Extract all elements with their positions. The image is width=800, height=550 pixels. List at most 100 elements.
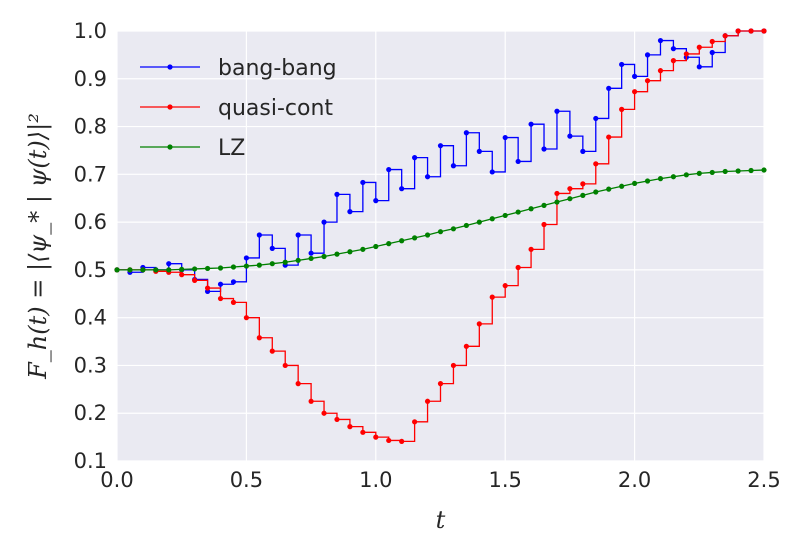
y-tick-label: 0.5 <box>74 258 107 282</box>
quasi-cont-point <box>722 33 728 39</box>
lz-point <box>347 249 353 255</box>
quasi-cont-point <box>437 381 444 387</box>
lz-point <box>657 176 664 182</box>
lz-point <box>593 189 599 195</box>
bang-bang-point <box>502 134 508 141</box>
quasi-cont-point <box>761 28 767 34</box>
quasi-cont-point <box>528 246 534 252</box>
lz-point <box>644 178 651 184</box>
bang-bang-point <box>541 146 547 152</box>
x-tick-label: 1.5 <box>488 468 521 492</box>
bang-bang-point <box>515 158 521 165</box>
quasi-cont-point <box>735 28 741 34</box>
quasi-cont-point <box>657 68 664 74</box>
lz-point <box>476 219 482 225</box>
bang-bang-point <box>308 250 314 256</box>
y-tick-label: 0.8 <box>74 115 107 139</box>
bang-bang-point <box>450 163 457 169</box>
lz-point <box>489 216 495 222</box>
lz-point <box>282 259 288 265</box>
tick-labels: 0.0 0.5 1.0 1.5 2.0 2.5 0.1 0.2 0.3 0.4 0.5 0.6 0.7 0… <box>74 19 781 492</box>
lz-point <box>230 264 237 270</box>
lz-point <box>269 261 275 267</box>
lz-point <box>256 262 262 268</box>
quasi-cont-point <box>683 51 689 57</box>
bang-bang-point <box>632 73 638 79</box>
lz-point <box>709 169 715 176</box>
bang-bang-point <box>437 143 444 149</box>
bang-bang-point <box>217 281 224 287</box>
lz-point <box>528 206 534 212</box>
lz-point <box>722 168 728 175</box>
bang-bang-point <box>399 186 405 192</box>
lz-series <box>114 167 767 273</box>
quasi-cont-point <box>709 38 715 45</box>
quasi-cont-point <box>308 398 314 404</box>
y-tick-label: 0.6 <box>74 210 107 234</box>
lz-point <box>683 172 689 178</box>
lz-point <box>502 212 508 219</box>
quasi-cont-point <box>644 78 651 84</box>
y-tick-label: 0.2 <box>74 401 107 425</box>
lz-point <box>606 186 612 192</box>
quasi-cont-point <box>632 89 638 95</box>
bang-bang-point <box>347 209 353 215</box>
lz-point <box>114 267 120 273</box>
bang-bang-point <box>230 279 237 285</box>
quasi-cont-point <box>593 161 599 167</box>
quasi-cont-point <box>412 419 418 425</box>
lz-point <box>360 246 366 252</box>
bang-bang-point <box>593 115 599 122</box>
quasi-cont-point <box>360 429 366 435</box>
bang-bang-point <box>424 174 431 180</box>
lz-point <box>735 168 741 174</box>
lz-point <box>334 251 340 257</box>
bang-bang-point <box>567 133 573 139</box>
lz-point <box>179 266 185 273</box>
legend: bang-bang quasi-cont LZ <box>140 56 337 161</box>
bang-bang-point <box>554 108 560 114</box>
legend-label: bang-bang <box>218 56 337 81</box>
bang-bang-point <box>580 148 586 154</box>
quasi-cont-point <box>748 28 754 34</box>
lz-point <box>424 232 431 238</box>
lz-point <box>761 167 767 173</box>
bang-bang-point <box>644 52 651 58</box>
quasi-cont-point <box>515 264 521 271</box>
bang-bang-point <box>489 169 495 175</box>
quasi-cont-point <box>450 362 457 369</box>
bang-bang-line <box>117 30 764 293</box>
bang-bang-point <box>321 219 327 225</box>
quasi-cont-point <box>386 437 392 444</box>
quasi-cont-point <box>321 410 327 416</box>
quasi-cont-point <box>269 348 275 354</box>
quasi-cont-point <box>619 106 625 112</box>
quasi-cont-point <box>243 315 249 321</box>
legend-label: quasi-cont <box>218 96 333 121</box>
bang-bang-point <box>243 255 249 261</box>
y-tick-label: 0.4 <box>74 306 107 330</box>
x-tick-label: 0.0 <box>100 468 133 492</box>
legend-swatch-marker <box>167 104 173 110</box>
quasi-cont-point <box>502 283 508 289</box>
quasi-cont-point <box>580 181 586 187</box>
bang-bang-point <box>295 232 301 238</box>
bang-bang-point <box>334 191 340 197</box>
x-tick-label: 2.5 <box>747 468 780 492</box>
bang-bang-point <box>528 121 534 127</box>
bang-bang-point <box>619 61 625 68</box>
bang-bang-point <box>476 148 482 154</box>
bang-bang-point <box>670 46 677 52</box>
x-tick-label: 1.0 <box>359 468 392 492</box>
lz-point <box>373 243 379 250</box>
series-layer <box>114 28 767 445</box>
quasi-cont-point <box>373 434 379 440</box>
lz-point <box>321 253 327 260</box>
quasi-cont-point <box>179 272 185 278</box>
quasi-cont-point <box>282 362 288 369</box>
legend-item-lz: LZ <box>140 136 245 161</box>
bang-bang-point <box>256 232 262 238</box>
lz-point <box>632 180 638 187</box>
quasi-cont-point <box>230 299 237 305</box>
